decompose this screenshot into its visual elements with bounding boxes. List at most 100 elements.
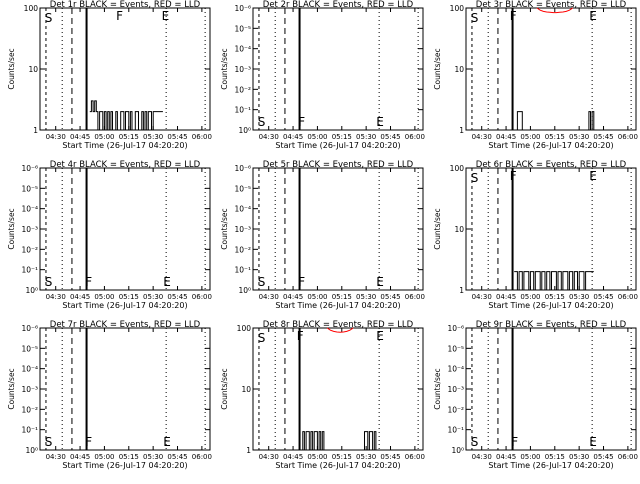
flag-letter-F: F bbox=[510, 169, 517, 183]
plot-panel-8: Det 8r BLACK = Events, RED = LLD 1 10 100 04… bbox=[220, 320, 425, 470]
y-tick-label: 100 bbox=[450, 4, 465, 13]
plot-frame bbox=[252, 7, 424, 131]
flag-letter-F: F bbox=[297, 329, 304, 343]
y-tick-label: 10⁻¹ bbox=[234, 266, 251, 275]
x-tick-label: 05:45 bbox=[167, 453, 187, 461]
x-tick-label: 05:30 bbox=[143, 453, 163, 461]
y-tick-label: 10⁻⁴ bbox=[21, 365, 38, 374]
x-axis-label: Start Time (26-Jul-17 04:20:20) bbox=[488, 301, 613, 310]
series-events-line bbox=[514, 111, 596, 131]
y-tick-label: 100 bbox=[24, 4, 39, 13]
y-axis-label: Counts/sec bbox=[7, 48, 16, 89]
flag-letter-S: S bbox=[45, 435, 53, 449]
y-tick-label: 10⁻⁴ bbox=[234, 205, 251, 214]
flag-letter-F: F bbox=[85, 435, 92, 449]
x-tick-label: 04:45 bbox=[283, 293, 303, 301]
x-tick-label: 05:45 bbox=[380, 293, 400, 301]
x-tick-label: 05:15 bbox=[119, 293, 139, 301]
x-tick-label: 05:15 bbox=[545, 133, 565, 141]
y-tick-label: 1 bbox=[459, 286, 464, 295]
y-tick-label: 10⁻⁵ bbox=[234, 184, 251, 193]
y-tick-label: 10⁻³ bbox=[21, 385, 38, 394]
flag-letter-E: E bbox=[589, 9, 597, 23]
x-tick-label: 04:30 bbox=[259, 133, 279, 141]
y-axis-label: Counts/sec bbox=[220, 48, 229, 89]
plot-title: Det 2r BLACK = Events, RED = LLD bbox=[263, 0, 414, 10]
x-tick-label: 05:15 bbox=[119, 453, 139, 461]
x-tick-label: 04:30 bbox=[259, 293, 279, 301]
flag-letter-F: F bbox=[116, 9, 123, 23]
y-tick-label: 10⁻¹ bbox=[234, 106, 251, 115]
x-tick-label: 06:00 bbox=[618, 453, 638, 461]
flag-letter-E: E bbox=[589, 435, 597, 449]
x-tick-label: 05:15 bbox=[332, 133, 352, 141]
x-tick-label: 05:30 bbox=[143, 293, 163, 301]
plot-title: Det 1r BLACK = Events, RED = LLD bbox=[50, 0, 201, 10]
plot-frame bbox=[39, 167, 211, 291]
y-tick-label: 100 bbox=[450, 164, 465, 173]
flag-letter-S: S bbox=[471, 171, 479, 185]
flag-letter-E: E bbox=[163, 275, 171, 289]
y-tick-label: 10⁻² bbox=[21, 405, 38, 414]
plot-panel-9: Det 9r BLACK = Events, RED = LLD 10⁰ 10⁻¹ 1… bbox=[433, 320, 638, 470]
y-tick-label: 10⁻³ bbox=[234, 65, 251, 74]
x-tick-label: 05:45 bbox=[167, 293, 187, 301]
x-tick-label: 04:30 bbox=[472, 453, 492, 461]
flag-letter-F: F bbox=[298, 115, 305, 129]
x-tick-label: 04:45 bbox=[496, 133, 516, 141]
y-tick-label: 10⁻⁶ bbox=[447, 324, 464, 333]
y-tick-label: 10⁻¹ bbox=[21, 426, 38, 435]
x-axis-label: Start Time (26-Jul-17 04:20:20) bbox=[488, 141, 613, 150]
x-tick-label: 04:30 bbox=[472, 133, 492, 141]
plot-frame bbox=[465, 327, 637, 451]
x-tick-label: 04:30 bbox=[46, 453, 66, 461]
plot-panel-1: Det 1r BLACK = Events, RED = LLD 1 10 100 04… bbox=[7, 0, 212, 150]
y-axis-label: Counts/sec bbox=[220, 208, 229, 249]
flag-letter-S: S bbox=[258, 331, 266, 345]
y-tick-label: 100 bbox=[237, 324, 252, 333]
y-tick-label: 10 bbox=[454, 65, 464, 74]
x-tick-label: 05:45 bbox=[593, 133, 613, 141]
y-tick-label: 10⁻⁶ bbox=[21, 164, 38, 173]
series-events-line bbox=[514, 271, 594, 291]
x-tick-label: 06:00 bbox=[192, 453, 212, 461]
y-tick-label: 10 bbox=[454, 225, 464, 234]
y-tick-label: 10⁻³ bbox=[21, 225, 38, 234]
x-tick-label: 05:00 bbox=[307, 453, 327, 461]
series-lld-line bbox=[326, 327, 354, 333]
x-tick-label: 06:00 bbox=[192, 133, 212, 141]
y-tick-label: 10⁻⁶ bbox=[234, 4, 251, 13]
y-tick-label: 1 bbox=[459, 126, 464, 135]
x-tick-label: 05:30 bbox=[143, 133, 163, 141]
plot-frame bbox=[39, 327, 211, 451]
x-tick-label: 04:30 bbox=[46, 133, 66, 141]
x-tick-label: 05:15 bbox=[545, 293, 565, 301]
plot-title: Det 7r BLACK = Events, RED = LLD bbox=[50, 320, 201, 330]
plot-panel-3: Det 3r BLACK = Events, RED = LLD 1 10 100 04… bbox=[433, 0, 638, 150]
x-tick-label: 04:45 bbox=[70, 453, 90, 461]
x-tick-label: 05:00 bbox=[520, 453, 540, 461]
x-tick-label: 05:30 bbox=[569, 133, 589, 141]
x-tick-label: 05:00 bbox=[94, 133, 114, 141]
x-tick-label: 06:00 bbox=[405, 133, 425, 141]
plot-title: Det 6r BLACK = Events, RED = LLD bbox=[476, 160, 627, 170]
y-tick-label: 10⁰ bbox=[238, 126, 251, 135]
flag-letter-F: F bbox=[511, 435, 518, 449]
x-tick-label: 04:45 bbox=[70, 133, 90, 141]
y-tick-label: 10⁻³ bbox=[234, 225, 251, 234]
x-tick-label: 04:30 bbox=[259, 453, 279, 461]
x-tick-label: 05:45 bbox=[593, 453, 613, 461]
y-tick-label: 1 bbox=[33, 126, 38, 135]
x-axis-label: Start Time (26-Jul-17 04:20:20) bbox=[62, 461, 187, 470]
plot-title: Det 4r BLACK = Events, RED = LLD bbox=[50, 160, 201, 170]
y-tick-label: 10⁰ bbox=[238, 286, 251, 295]
x-tick-label: 04:45 bbox=[496, 293, 516, 301]
x-tick-label: 06:00 bbox=[192, 293, 212, 301]
y-axis-label: Counts/sec bbox=[433, 48, 442, 89]
x-tick-label: 04:45 bbox=[283, 133, 303, 141]
y-tick-label: 10⁻² bbox=[234, 245, 251, 254]
plot-title: Det 5r BLACK = Events, RED = LLD bbox=[263, 160, 414, 170]
x-tick-label: 05:15 bbox=[332, 293, 352, 301]
